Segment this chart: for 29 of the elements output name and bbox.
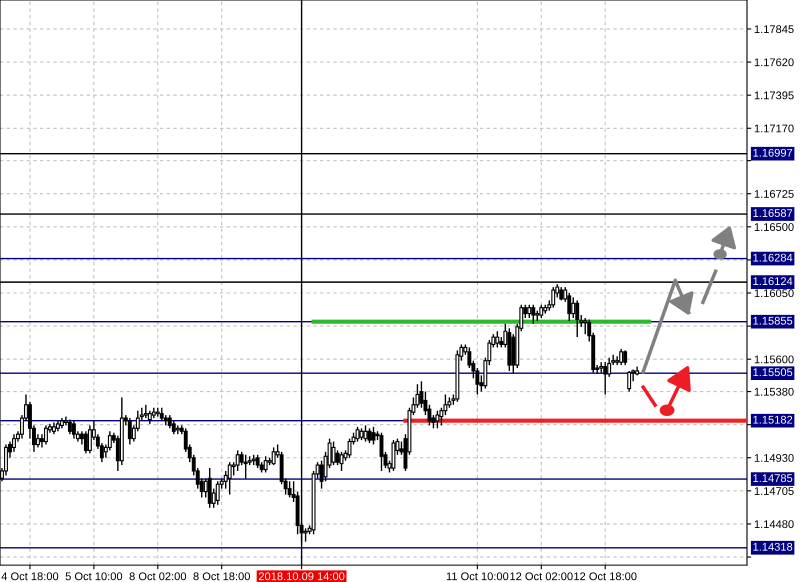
ref-line-label: 1.14318 [753, 542, 792, 551]
x-tick-label: 12 Oct 18:00 [574, 572, 637, 580]
ref-line-label: 1.16124 [753, 277, 792, 286]
ref-line-label: 1.15855 [753, 316, 792, 325]
x-tick-label: 8 Oct 18:00 [193, 572, 250, 580]
ref-line-label: 1.16284 [753, 254, 792, 262]
x-tick-label: 4 Oct 18:00 [1, 572, 58, 580]
ref-line-label: 1.15182 [753, 416, 792, 424]
y-tick-label: 1.15600 [754, 355, 794, 364]
y-tick-label: 1.14705 [754, 487, 794, 495]
ref-line-label: 1.16997 [753, 148, 792, 157]
y-tick-label: 1.15380 [754, 388, 794, 396]
x-tick-label: 8 Oct 02:00 [130, 572, 186, 580]
y-tick-label: 1.14480 [754, 520, 794, 528]
y-tick-label: 1.17620 [754, 58, 794, 66]
ref-line-label: 1.15505 [753, 368, 792, 376]
y-tick-label: 1.16500 [754, 223, 794, 231]
y-tick-label: 1.16725 [754, 190, 794, 198]
ref-line-label: 1.14785 [753, 474, 792, 482]
x-tick-label: 2018.10.09 14:00 [258, 572, 344, 580]
y-tick-label: 1.14930 [754, 454, 794, 462]
y-tick-label: 1.16050 [754, 289, 794, 298]
x-tick-label: 5 Oct 10:00 [66, 572, 122, 580]
ref-line-label: 1.16587 [753, 209, 792, 217]
x-tick-label: 11 Oct 10:00 [446, 572, 508, 580]
y-tick-label: 1.17170 [754, 124, 794, 132]
x-tick-label: 12 Oct 02:00 [510, 572, 573, 580]
y-tick-label: 1.17395 [754, 91, 794, 100]
y-tick-label: 1.17845 [754, 25, 794, 34]
